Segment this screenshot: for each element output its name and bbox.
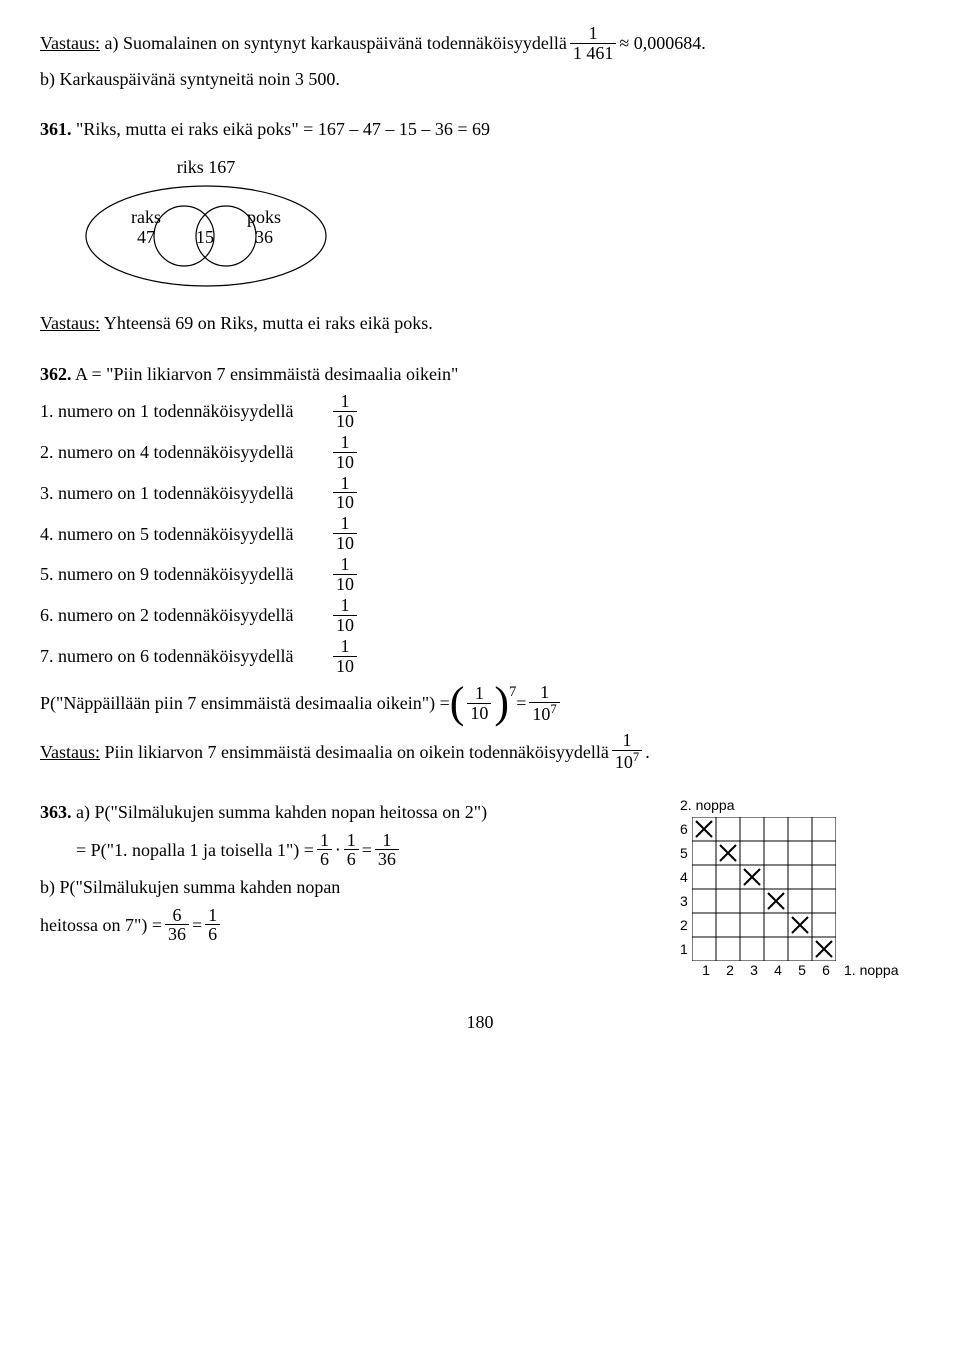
frac-1-10: 110 <box>333 433 357 472</box>
venn-diagram: riks 167 raks 47 15 poks 36 <box>76 151 920 291</box>
grid-x-title: 1. noppa <box>844 961 899 980</box>
list-item-text: 4. numero on 5 todennäköisyydellä <box>40 522 330 546</box>
frac-1-10: 110 <box>333 474 357 513</box>
frac-1-10: 110 <box>333 637 357 676</box>
prob-363-b: b) P("Silmälukujen summa kahden nopan <box>40 875 680 899</box>
problem-361: 361. "Riks, mutta ei raks eikä poks" = 1… <box>40 117 920 141</box>
list-item: 7. numero on 6 todennäköisyydellä 110 <box>40 637 920 676</box>
prob-361-text: "Riks, mutta ei raks eikä poks" = 167 – … <box>72 119 490 139</box>
list-362: 1. numero on 1 todennäköisyydellä 1102. … <box>40 392 920 675</box>
frac-1-10: 110 <box>333 514 357 553</box>
eq-362: P("Näppäillään piin 7 ensimmäistä desima… <box>40 681 920 725</box>
frac-answer: 1 107 <box>612 731 642 772</box>
eq-left: P("Näppäillään piin 7 ensimmäistä desima… <box>40 691 450 715</box>
prob-num: 361. <box>40 119 72 139</box>
list-item: 1. numero on 1 todennäköisyydellä 110 <box>40 392 920 431</box>
grid-svg <box>692 817 836 961</box>
answer-dot: . <box>645 740 650 764</box>
eq: = <box>362 838 372 862</box>
prob-num: 362. <box>40 364 72 384</box>
grid-xtick: 6 <box>814 961 838 980</box>
prob-362-head: A = "Piin likiarvon 7 ensimmäistä desima… <box>72 364 459 384</box>
list-item-text: 1. numero on 1 todennäköisyydellä <box>40 399 330 423</box>
venn-left-label-2: 47 <box>137 227 155 247</box>
list-item-text: 3. numero on 1 todennäköisyydellä <box>40 481 330 505</box>
grid-xtick: 5 <box>790 961 814 980</box>
grid-y-title: 2. noppa <box>680 796 920 815</box>
list-item-text: 7. numero on 6 todennäköisyydellä <box>40 644 330 668</box>
answer-360-a: Vastaus: a) Suomalainen on syntynyt kark… <box>40 24 920 63</box>
list-item-text: 2. numero on 4 todennäköisyydellä <box>40 440 330 464</box>
venn-right-label-2: 36 <box>255 227 273 247</box>
frac-1-10: 110 <box>333 596 357 635</box>
eq-mid: = <box>516 691 526 715</box>
frac-1-6b: 16 <box>344 831 359 870</box>
frac-1-10: 110 <box>333 555 357 594</box>
grid-ytick: 2 <box>680 913 688 937</box>
grid-xtick: 1 <box>694 961 718 980</box>
list-item: 3. numero on 1 todennäköisyydellä 110 <box>40 474 920 513</box>
list-item-text: 6. numero on 2 todennäköisyydellä <box>40 603 330 627</box>
list-item: 5. numero on 9 todennäköisyydellä 110 <box>40 555 920 594</box>
list-item: 4. numero on 5 todennäköisyydellä 110 <box>40 514 920 553</box>
grid-ytick: 1 <box>680 937 688 961</box>
big-paren: ( 1 10 ) 7 <box>450 681 517 725</box>
prob-num: 363. <box>40 802 72 822</box>
grid-ytick: 5 <box>680 841 688 865</box>
answer-360-b: b) Karkauspäivänä syntyneitä noin 3 500. <box>40 67 920 91</box>
venn-mid-label: 15 <box>196 227 214 247</box>
answer-label: Vastaus: <box>40 742 100 762</box>
problem-362: 362. A = "Piin likiarvon 7 ensimmäistä d… <box>40 362 920 386</box>
frac-result: 1 107 <box>529 683 559 724</box>
page-number: 180 <box>40 1010 920 1034</box>
dot: ⋅ <box>335 838 341 862</box>
list-item: 6. numero on 2 todennäköisyydellä 110 <box>40 596 920 635</box>
eq2: = <box>192 913 202 937</box>
frac-1-1461: 1 1 461 <box>570 24 617 63</box>
frac-1-10: 110 <box>333 392 357 431</box>
grid-xtick: 2 <box>718 961 742 980</box>
frac-6-36: 636 <box>165 906 189 945</box>
frac-1-6a: 16 <box>317 831 332 870</box>
grid-ytick: 3 <box>680 889 688 913</box>
frac-1-36: 136 <box>375 831 399 870</box>
grid-xtick: 3 <box>742 961 766 980</box>
approx-value: ≈ 0,000684. <box>619 31 705 55</box>
grid-ytick: 6 <box>680 817 688 841</box>
list-item: 2. numero on 4 todennäköisyydellä 110 <box>40 433 920 472</box>
grid-ytick: 4 <box>680 865 688 889</box>
frac-1-6c: 16 <box>205 906 220 945</box>
answer-label: Vastaus: a) Suomalainen on syntynyt kark… <box>40 31 567 55</box>
answer-361-text: Yhteensä 69 on Riks, mutta ei raks eikä … <box>100 313 433 333</box>
prob-363-a: a) P("Silmälukujen summa kahden nopan he… <box>72 802 488 822</box>
answer-361: Vastaus: Yhteensä 69 on Riks, mutta ei r… <box>40 311 920 335</box>
venn-outer-label: riks 167 <box>177 157 236 177</box>
list-item-text: 5. numero on 9 todennäköisyydellä <box>40 562 330 586</box>
line2a: = P("1. nopalla 1 ja toisella 1") = <box>76 838 314 862</box>
dice-grid-chart: 2. noppa 654321 123456 1. noppa <box>680 796 920 980</box>
answer-362-text: Piin likiarvon 7 ensimmäistä desimaalia … <box>100 742 609 762</box>
venn-right-label-1: poks <box>247 207 281 227</box>
problem-363-text: 363. a) P("Silmälukujen summa kahden nop… <box>40 796 680 950</box>
venn-left-label-1: raks <box>131 207 161 227</box>
line-b2a: heitossa on 7") = <box>40 913 162 937</box>
answer-label: Vastaus: <box>40 313 100 333</box>
grid-xtick: 4 <box>766 961 790 980</box>
answer-362: Vastaus: Piin likiarvon 7 ensimmäistä de… <box>40 731 920 772</box>
